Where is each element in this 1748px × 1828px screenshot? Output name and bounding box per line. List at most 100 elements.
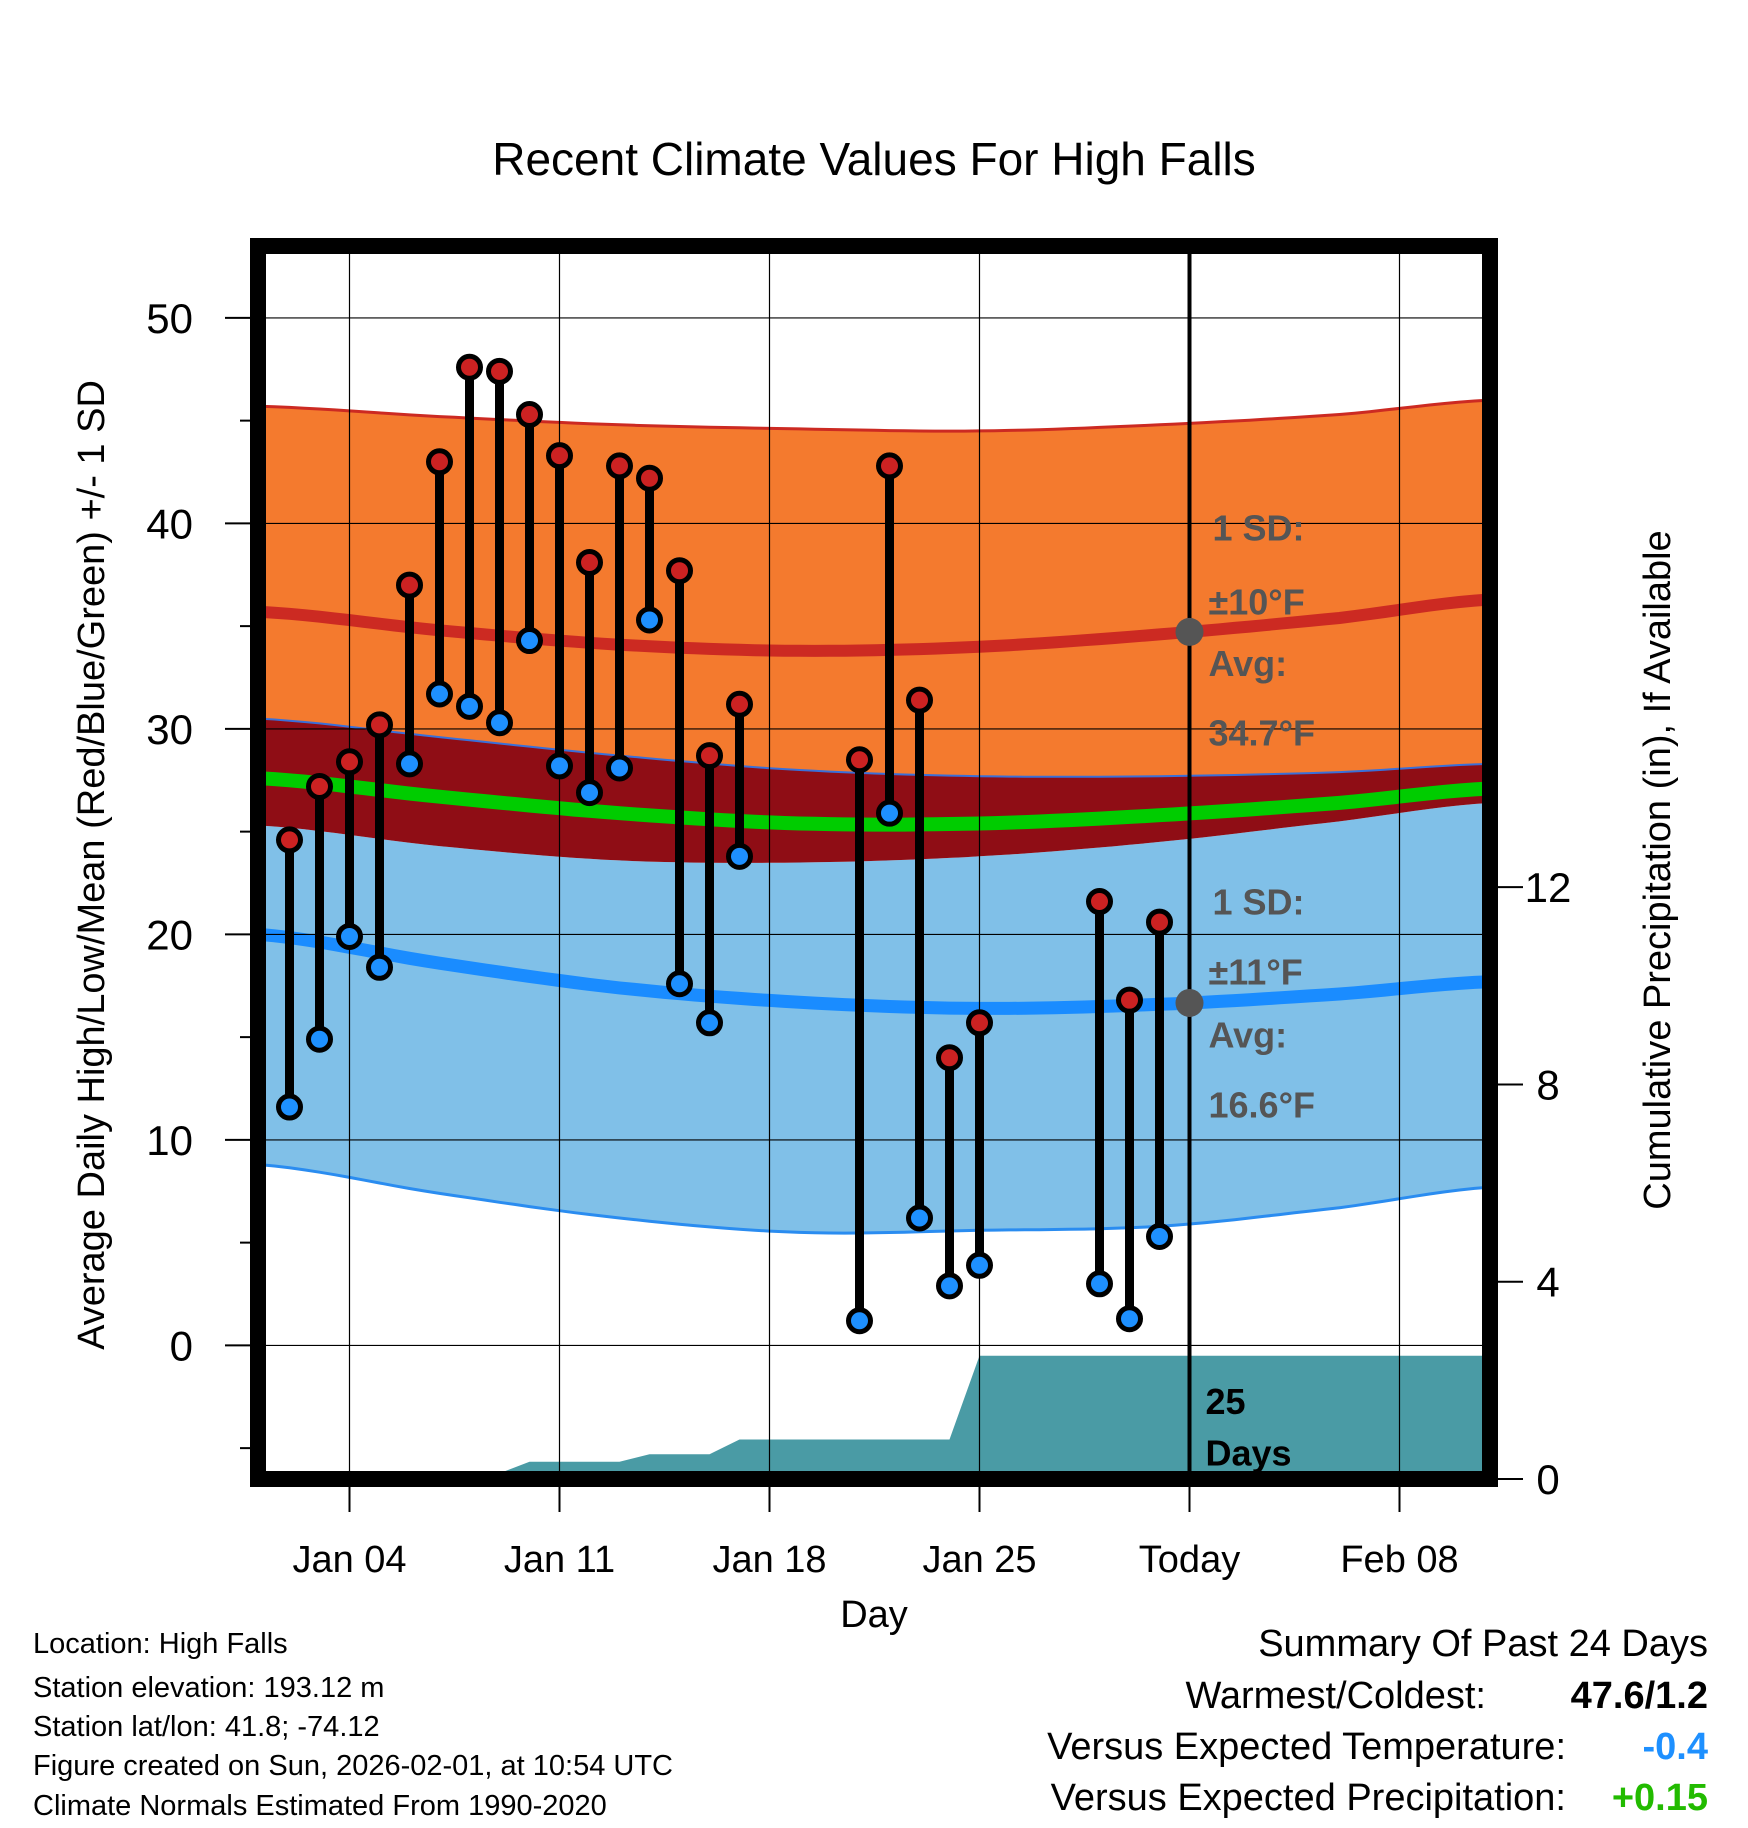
y-tick-label-right: 8 (1536, 1061, 1559, 1108)
high-point (276, 826, 303, 854)
days-count: 25 (1206, 1381, 1246, 1422)
low-point (1086, 1270, 1113, 1298)
high-lower-edge (259, 717, 1490, 778)
low-point (516, 627, 543, 655)
y-tick-label-left: 20 (146, 911, 193, 958)
low-avg-value: 16.6°F (1209, 1085, 1315, 1126)
x-tick-label: Jan 11 (504, 1539, 615, 1581)
high-point (666, 557, 693, 585)
low-point (486, 709, 513, 737)
low-point (696, 1009, 723, 1037)
high-point (546, 442, 573, 470)
low-point (636, 606, 663, 634)
info-latlon: Station lat/lon: 41.8; -74.12 (33, 1711, 380, 1743)
low-point (666, 970, 693, 998)
high-point (426, 448, 453, 476)
y-tick-label-left: 10 (146, 1117, 193, 1164)
high-point (726, 690, 753, 718)
summary-precip-value: +0.15 (1611, 1777, 1708, 1819)
overlap-band (259, 718, 1490, 863)
low-sd-value: ±11°F (1209, 951, 1303, 992)
high-point (966, 1009, 993, 1037)
high-point (606, 452, 633, 480)
summary-precip-label: Versus Expected Precipitation: (1050, 1777, 1566, 1819)
high-point (936, 1044, 963, 1072)
high-avg-line (259, 593, 1490, 657)
low-point (1146, 1223, 1173, 1251)
summary-warm-cold-label: Warmest/Coldest: (1185, 1675, 1486, 1717)
high-point (306, 772, 333, 800)
y-tick-label-right: 4 (1536, 1259, 1559, 1306)
high-sd-label: 1 SD: (1213, 507, 1305, 548)
plot-frame (250, 238, 1498, 1487)
low-point (906, 1204, 933, 1232)
x-tick-label: Jan 25 (922, 1539, 1036, 1581)
high-avg-label: Avg: (1209, 643, 1288, 684)
high-point (1116, 986, 1143, 1014)
precip-area (259, 1355, 1490, 1479)
low-point (276, 1093, 303, 1121)
high-point (366, 711, 393, 739)
low-point (366, 953, 393, 981)
summary-warm-cold-value: 47.6/1.2 (1570, 1675, 1708, 1717)
high-point (636, 464, 663, 492)
info-created: Figure created on Sun, 2026-02-01, at 10… (33, 1750, 673, 1782)
x-axis-label: Day (840, 1594, 908, 1636)
high-point (456, 353, 483, 381)
high-point (906, 686, 933, 714)
chart-title: Recent Climate Values For High Falls (492, 133, 1256, 185)
summary-title: Summary Of Past 24 Days (1258, 1623, 1708, 1665)
low-lower-edge (259, 1163, 1490, 1235)
low-point (876, 799, 903, 827)
plot-area: 1 SD: ±10°F Avg: 34.7°F 1 SD: ±11°F Avg: 16.6°F… (146, 238, 1572, 1581)
y-axis-label-right: Cumulative Precipitation (in), If Availa… (1637, 530, 1679, 1209)
y-tick-label-right: 12 (1525, 864, 1572, 911)
y-tick-label-left: 30 (146, 706, 193, 753)
days-word: Days (1206, 1432, 1292, 1473)
y-tick-label-left: 50 (146, 295, 193, 342)
x-tick-label: Jan 18 (712, 1539, 826, 1581)
low-avg-label: Avg: (1209, 1015, 1288, 1056)
low-point (456, 692, 483, 720)
high-point (516, 401, 543, 429)
high-sd-value: ±10°F (1209, 581, 1305, 622)
high-upper-edge (259, 398, 1490, 433)
low-avg-marker (1175, 988, 1204, 1017)
info-elevation: Station elevation: 193.12 m (33, 1672, 385, 1704)
high-avg-value: 34.7°F (1209, 713, 1315, 754)
plot-clip-group: 1 SD: ±10°F Avg: 34.7°F 1 SD: ±11°F Avg: 16.6°F… (258, 246, 1490, 1479)
summary-temp-label: Versus Expected Temperature: (1047, 1726, 1566, 1768)
low-point (426, 680, 453, 708)
high-point (336, 748, 363, 776)
high-point (846, 746, 873, 774)
low-point (846, 1307, 873, 1335)
high-point (1146, 908, 1173, 936)
y-axis-label-left: Average Daily High/Low/Mean (Red/Blue/Gr… (71, 380, 113, 1350)
x-tick-label: Feb 08 (1340, 1539, 1458, 1581)
low-point (936, 1272, 963, 1300)
low-point (396, 750, 423, 778)
high-point (486, 357, 513, 385)
low-sd-label: 1 SD: (1213, 881, 1305, 922)
low-point (306, 1025, 333, 1053)
y-tick-label-right: 0 (1536, 1456, 1559, 1503)
high-sd-band (259, 400, 1490, 777)
y-tick-label-left: 40 (146, 500, 193, 547)
high-point (396, 571, 423, 599)
y-tick-label-left: 0 (170, 1322, 193, 1369)
high-point (876, 452, 903, 480)
high-point (576, 548, 603, 576)
info-location: Location: High Falls (33, 1628, 288, 1660)
low-point (606, 754, 633, 782)
low-point (576, 779, 603, 807)
low-point (546, 752, 573, 780)
x-tick-label: Jan 04 (292, 1539, 406, 1581)
low-sd-band (259, 802, 1490, 1234)
low-point (1116, 1305, 1143, 1333)
low-point (726, 842, 753, 870)
summary-temp-value: -0.4 (1642, 1726, 1708, 1768)
low-point (966, 1251, 993, 1279)
low-avg-line (258, 927, 1490, 1015)
x-tick-label: Today (1139, 1539, 1240, 1581)
